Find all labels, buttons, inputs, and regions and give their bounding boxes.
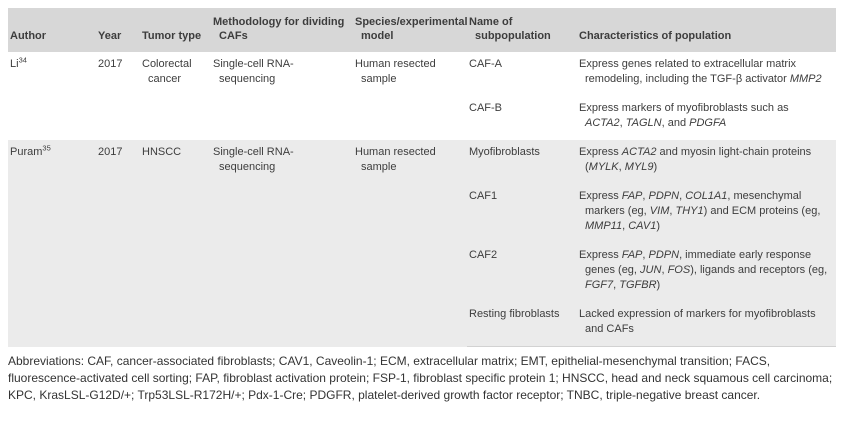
subpopulation-name-cell-text: CAF2 xyxy=(469,249,498,261)
subpopulation-name-cell: Resting fibroblasts xyxy=(467,302,577,347)
characteristics-cell: Express ACTA2 and myosin light-chain pro… xyxy=(577,140,836,184)
methodology-cell-text: Single-cell RNA-sequencing xyxy=(213,146,294,173)
subpopulation-name-cell: CAF2 xyxy=(467,243,577,302)
characteristics-cell-text: Lacked expression of markers for myofibr… xyxy=(579,308,816,335)
characteristics-cell-text: Express markers of myofibroblasts such a… xyxy=(579,102,789,129)
reference-superscript: 34 xyxy=(18,55,27,65)
species-cell-text: Human resected sample xyxy=(355,58,436,85)
column-header-label: Methodology for dividing CAFs xyxy=(213,16,345,42)
table-row: CAF1 Express FAP, PDPN, COL1A1, mesenchym… xyxy=(8,184,836,243)
characteristics-cell-text: Express FAP, PDPN, immediate early respo… xyxy=(579,249,828,291)
subpopulation-name-cell-text: CAF-B xyxy=(469,102,502,114)
table-row: CAF-B Express markers of myofibroblasts s… xyxy=(8,96,836,140)
characteristics-cell: Lacked expression of markers for myofibr… xyxy=(577,302,836,347)
year-cell: 2017 xyxy=(96,140,140,347)
subpopulation-name-cell: Myofibroblasts xyxy=(467,140,577,184)
column-header-year: Year xyxy=(96,8,140,52)
column-header-methodology: Methodology for dividing CAFs xyxy=(211,8,353,52)
species-cell-text: Human resected sample xyxy=(355,146,436,173)
header-row: Author Year Tumor type Methodology for d… xyxy=(8,8,836,52)
subpopulation-name-cell-text: Myofibroblasts xyxy=(469,146,540,158)
characteristics-cell: Express genes related to extracellular m… xyxy=(577,52,836,96)
characteristics-cell-text: Express genes related to extracellular m… xyxy=(579,58,822,85)
subpopulation-name-cell-text: Resting fibroblasts xyxy=(469,308,560,320)
author-cell: Li34 xyxy=(8,52,96,140)
characteristics-cell-text: Express ACTA2 and myosin light-chain pro… xyxy=(579,146,812,173)
tumor-type-cell: Colorectal cancer xyxy=(140,52,211,140)
characteristics-cell: Express FAP, PDPN, immediate early respo… xyxy=(577,243,836,302)
column-header-subpopulation: Name of subpopulation xyxy=(467,8,577,52)
subpopulation-name-cell-text: CAF-A xyxy=(469,58,502,70)
column-header-label: Characteristics of population xyxy=(579,30,732,42)
reference-superscript: 35 xyxy=(42,143,51,153)
methodology-cell-text: Single-cell RNA-sequencing xyxy=(213,58,294,85)
paper-table-page: Author Year Tumor type Methodology for d… xyxy=(8,8,836,402)
year-cell-text: 2017 xyxy=(98,146,123,158)
table-row: Resting fibroblasts Lacked expression of … xyxy=(8,302,836,347)
table-row: Puram35 2017 HNSCC Single-cell RNA-sequenci… xyxy=(8,140,836,347)
column-header-label: Name of subpopulation xyxy=(469,16,551,42)
table-body: Li34 2017 Colorectal cancer Single-cell RNA… xyxy=(8,52,836,347)
table-row: Li34 2017 Colorectal cancer Single-cell RNA… xyxy=(8,52,836,140)
column-header-species: Species/experimental model xyxy=(353,8,468,52)
characteristics-cell: Express FAP, PDPN, COL1A1, mesenchymal m… xyxy=(577,184,836,243)
tumor-type-cell: HNSCC xyxy=(140,140,211,347)
subpopulation-name-cell: CAF1 xyxy=(467,184,577,243)
author-cell: Puram35 xyxy=(8,140,96,347)
tumor-type-cell-text: HNSCC xyxy=(142,146,182,158)
column-header-tumor-type: Tumor type xyxy=(140,8,211,52)
column-header-label: Year xyxy=(98,30,122,42)
species-cell: Human resected sample xyxy=(353,52,467,140)
subpopulation-name-cell: CAF-B xyxy=(467,96,577,140)
year-cell-text: 2017 xyxy=(98,58,123,70)
column-header-label: Author xyxy=(10,30,47,42)
author-cell-text: Puram35 xyxy=(10,143,51,158)
methodology-cell: Single-cell RNA-sequencing xyxy=(211,140,353,347)
methodology-cell: Single-cell RNA-sequencing xyxy=(211,52,353,140)
column-header-label: Tumor type xyxy=(142,30,202,42)
characteristics-cell-text: Express FAP, PDPN, COL1A1, mesenchymal m… xyxy=(579,190,821,232)
characteristics-cell: Express markers of myofibroblasts such a… xyxy=(577,96,836,140)
subpopulation-name-cell-text: CAF1 xyxy=(469,190,498,202)
table-header: Author Year Tumor type Methodology for d… xyxy=(8,8,836,52)
author-cell-text: Li34 xyxy=(10,55,27,70)
species-cell: Human resected sample xyxy=(353,140,467,347)
column-header-label: Species/experimental model xyxy=(355,16,468,42)
abbreviations-footnote: Abbreviations: CAF, cancer-associated fi… xyxy=(8,354,833,402)
table-row: CAF2 Express FAP, PDPN, immediate early r… xyxy=(8,243,836,302)
subpopulation-name-cell: CAF-A xyxy=(467,52,577,96)
year-cell: 2017 xyxy=(96,52,140,140)
caf-subpopulation-table: Author Year Tumor type Methodology for d… xyxy=(8,8,836,347)
column-header-characteristics: Characteristics of population xyxy=(577,8,836,52)
tumor-type-cell-text: Colorectal cancer xyxy=(142,58,192,85)
column-header-author: Author xyxy=(8,8,96,52)
